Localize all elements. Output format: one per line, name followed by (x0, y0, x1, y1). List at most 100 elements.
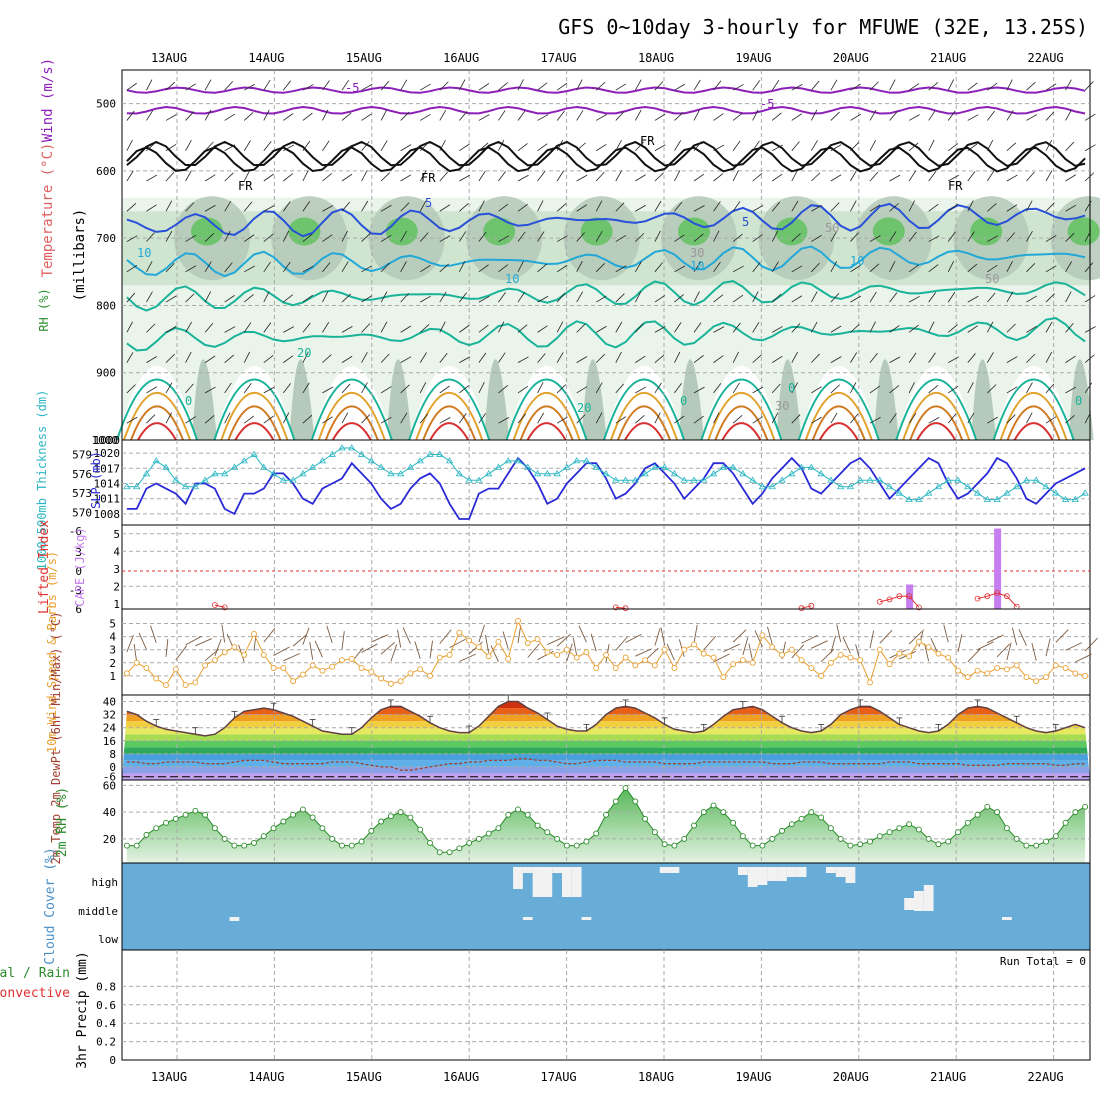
wind-speed-point (388, 681, 393, 686)
date-label-top: 22AUG (1028, 51, 1064, 65)
wind-speed-point (252, 631, 257, 636)
rh-point (916, 827, 921, 832)
wind-speed-point (985, 671, 990, 676)
rh-point (506, 812, 511, 817)
cloud-gap (777, 867, 787, 881)
rh-point (203, 812, 208, 817)
rh-point (633, 799, 638, 804)
wind-speed-point (486, 654, 491, 659)
wind-speed-point (731, 662, 736, 667)
wind-speed-point (564, 647, 569, 652)
rh-point (310, 815, 315, 820)
wind-speed-point (760, 633, 765, 638)
pressure-tick-label: 800 (96, 299, 116, 312)
wind-speed-point (1053, 663, 1058, 668)
rh-point (682, 836, 687, 841)
precip-tick-label: 0.6 (96, 999, 116, 1012)
date-label-bottom: 19AUG (735, 1070, 771, 1084)
cape-tick-label: 4 (113, 545, 120, 558)
wind-speed-point (789, 647, 794, 652)
cloud-tick-label: high (92, 876, 119, 889)
temp-band (122, 747, 1090, 754)
axis-label: 2m RH (%) (55, 787, 70, 857)
date-label-bottom: 15AUG (346, 1070, 382, 1084)
date-label-top: 17AUG (541, 51, 577, 65)
rh-point (564, 843, 569, 848)
wind-speed-point (183, 683, 188, 688)
rh-point (1004, 826, 1009, 831)
contour-label: -5 (760, 97, 774, 111)
wind-speed-point (780, 652, 785, 657)
rh-point (193, 808, 198, 813)
rh-point (555, 836, 560, 841)
cloud-tick-label: middle (78, 905, 118, 918)
wind-speed-point (926, 645, 931, 650)
rh-point (320, 826, 325, 831)
wind-speed-point (242, 652, 247, 657)
wind-speed-point (633, 663, 638, 668)
rh-point (594, 831, 599, 836)
rh-point (672, 843, 677, 848)
contour-label: 5 (425, 196, 432, 210)
wind-speed-point (525, 641, 530, 646)
temp-band (122, 741, 1090, 748)
wind-speed-point (134, 660, 139, 665)
wind-speed-point (330, 664, 335, 669)
rh-core (191, 217, 223, 245)
wind-speed-point (271, 666, 276, 671)
date-label-bottom: 13AUG (151, 1070, 187, 1084)
wind-speed-point (320, 668, 325, 673)
cloud-gap (846, 867, 856, 883)
slp-tick-label-top: 1000 (94, 434, 121, 447)
rh-point (809, 810, 814, 815)
rh-tick-label: 60 (103, 779, 116, 792)
wind-speed-point (1063, 666, 1068, 671)
wind-speed-point (340, 658, 345, 663)
date-label-bottom: 17AUG (541, 1070, 577, 1084)
wind-speed-point (173, 667, 178, 672)
rh-point (486, 831, 491, 836)
wind-speed-point (594, 666, 599, 671)
cloud-tick-label: low (98, 933, 118, 946)
rh-point (643, 816, 648, 821)
wind-speed-point (662, 647, 667, 652)
cloud-gap (513, 867, 523, 889)
wind-speed-point (437, 655, 442, 660)
wind-speed-point (154, 676, 159, 681)
wind-speed-point (623, 655, 628, 660)
wind-speed-point (408, 671, 413, 676)
rh-point (750, 843, 755, 848)
rh-point (770, 836, 775, 841)
contour-label: -5 (345, 81, 359, 95)
wind-tick-label: 1 (109, 670, 116, 683)
wind-speed-point (428, 673, 433, 678)
contour-label: 10 (850, 254, 864, 268)
wind-speed-point (398, 679, 403, 684)
rh-point (496, 826, 501, 831)
rh-point (535, 823, 540, 828)
rh-point (574, 843, 579, 848)
contour-label: 10 (137, 246, 151, 260)
wind-speed-point (672, 666, 677, 671)
wind-tick-label: 4 (109, 631, 116, 644)
cloud-gap (533, 867, 543, 897)
temp-tick-label: 0 (109, 761, 116, 774)
rh-point (584, 839, 589, 844)
rh-point (652, 830, 657, 835)
rh-point (1044, 839, 1049, 844)
rh-point (447, 850, 452, 855)
wind-speed-point (584, 650, 589, 655)
pressure-tick-label: 600 (96, 165, 116, 178)
wind-speed-point (1024, 675, 1029, 680)
cloud-gap-mid (523, 917, 533, 920)
wind-speed-point (916, 639, 921, 644)
wind-speed-point (975, 668, 980, 673)
rh-point (731, 820, 736, 825)
contour-label: FR (238, 179, 253, 193)
wind-speed-point (545, 650, 550, 655)
axis-label: Temperature (°C) (40, 143, 56, 278)
wind-speed-point (1073, 671, 1078, 676)
date-label-top: 20AUG (833, 51, 869, 65)
wind-speed-point (300, 672, 305, 677)
rh-core (1068, 217, 1100, 245)
